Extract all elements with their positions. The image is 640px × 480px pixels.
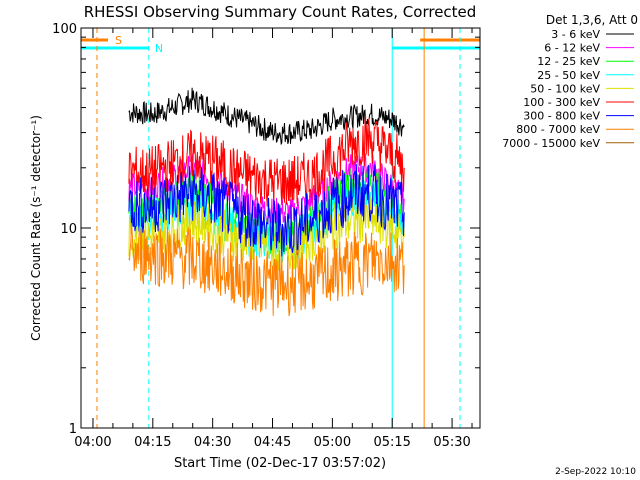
flag-label: S bbox=[115, 34, 122, 47]
legend-label: 3 - 6 keV bbox=[551, 28, 600, 41]
legend-label: 6 - 12 keV bbox=[544, 42, 600, 55]
x-axis-label: Start Time (02-Dec-17 03:57:02) bbox=[174, 456, 386, 471]
series-line-6 bbox=[128, 164, 405, 257]
x-axis-ticks: 04:00 04:15 04:30 04:45 05:00 05:15 05:30 bbox=[74, 28, 473, 450]
x-tick-label: 04:45 bbox=[254, 435, 291, 450]
x-tick-label: 05:30 bbox=[433, 435, 470, 450]
y-axis-label: Corrected Count Rate (s⁻¹ detector⁻¹) bbox=[29, 115, 43, 341]
chart-title: RHESSI Observing Summary Count Rates, Co… bbox=[84, 3, 477, 21]
footer-timestamp: 2-Sep-2022 10:10 bbox=[555, 467, 636, 477]
flag-label: N bbox=[155, 42, 163, 55]
flag-bars: SN bbox=[81, 34, 480, 55]
series-lines bbox=[128, 87, 405, 317]
legend-label: 7000 - 15000 keV bbox=[502, 137, 600, 150]
legend-label: 12 - 25 keV bbox=[537, 55, 600, 68]
legend-title: Det 1,3,6, Att 0 bbox=[546, 13, 638, 27]
x-tick-label: 04:00 bbox=[74, 435, 111, 450]
legend-label: 25 - 50 keV bbox=[537, 69, 600, 82]
legend-label: 300 - 800 keV bbox=[523, 110, 600, 123]
series-line-0 bbox=[128, 87, 405, 146]
y-tick-label: 10 bbox=[60, 222, 77, 237]
x-tick-label: 04:30 bbox=[194, 435, 231, 450]
y-tick-label: 100 bbox=[52, 22, 77, 37]
series-line-5 bbox=[128, 115, 405, 207]
x-tick-label: 05:00 bbox=[314, 435, 351, 450]
legend-label: 100 - 300 keV bbox=[523, 96, 600, 109]
series-line-7 bbox=[128, 223, 405, 317]
x-tick-label: 05:15 bbox=[373, 435, 410, 450]
legend-label: 800 - 7000 keV bbox=[516, 123, 600, 136]
legend-label: 50 - 100 keV bbox=[530, 82, 600, 95]
y-axis-ticks: 1 10 100 bbox=[52, 22, 480, 437]
x-tick-label: 04:15 bbox=[134, 435, 171, 450]
y-tick-label: 1 bbox=[69, 422, 77, 437]
